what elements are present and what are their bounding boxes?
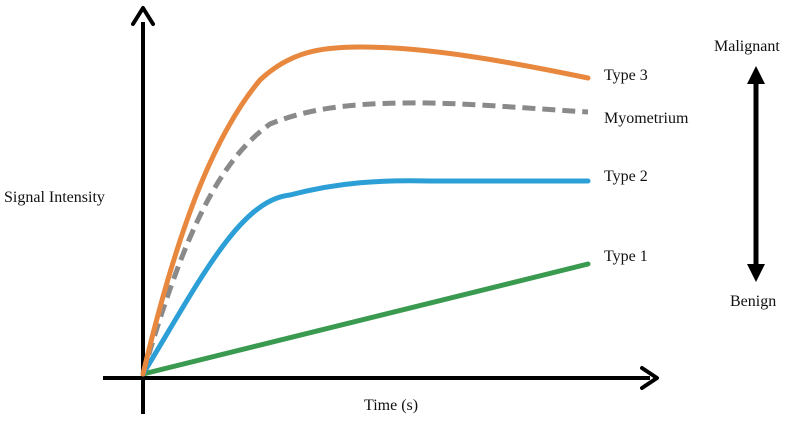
label-type1: Type 1 — [604, 248, 648, 265]
curve-type3 — [140, 44, 591, 377]
scale-top-label: Malignant — [714, 38, 780, 55]
x-axis-label: Time (s) — [364, 397, 418, 414]
label-myometrium: Myometrium — [604, 110, 689, 127]
scale-bottom-label: Benign — [730, 293, 776, 310]
scale-arrowhead-down — [747, 264, 765, 282]
curve-type2 — [140, 178, 591, 377]
label-type2: Type 2 — [604, 168, 648, 185]
scale-arrowhead-up — [747, 66, 765, 84]
curve-type1 — [140, 261, 591, 377]
label-type3: Type 3 — [604, 67, 648, 84]
curve-myometrium — [140, 100, 589, 375]
y-axis-arrowhead — [131, 6, 155, 26]
y-axis-label: Signal Intensity — [4, 189, 105, 206]
x-axis-arrowhead — [640, 366, 659, 390]
